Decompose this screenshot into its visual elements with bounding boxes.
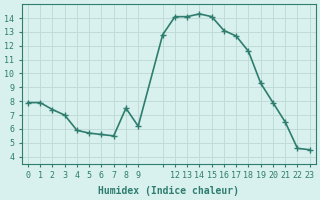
X-axis label: Humidex (Indice chaleur): Humidex (Indice chaleur)	[98, 186, 239, 196]
